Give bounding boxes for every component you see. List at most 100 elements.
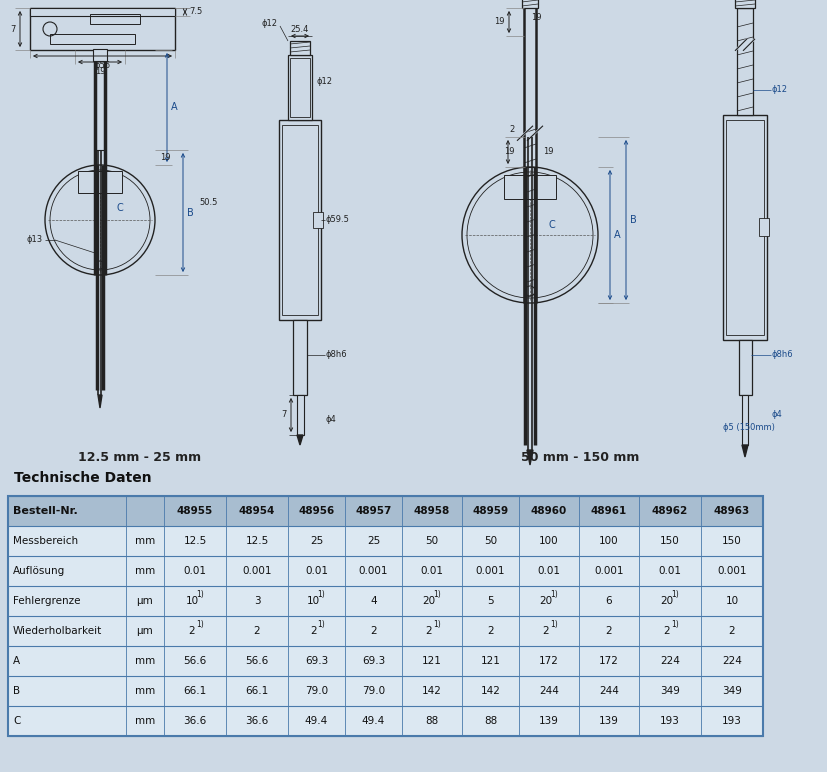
Text: Auflösung: Auflösung	[13, 566, 65, 576]
Text: A: A	[614, 230, 620, 240]
Text: 48959: 48959	[472, 506, 508, 516]
Ellipse shape	[94, 261, 106, 269]
Bar	[722, 115, 766, 340]
Text: A: A	[13, 656, 20, 666]
Text: 88: 88	[483, 716, 496, 726]
Text: 20: 20	[538, 596, 552, 606]
Text: 19: 19	[504, 147, 514, 157]
Text: 2: 2	[370, 626, 376, 636]
Text: 56.6: 56.6	[183, 656, 207, 666]
Text: 10: 10	[724, 596, 738, 606]
Text: μm: μm	[136, 596, 153, 606]
Circle shape	[45, 165, 155, 275]
Bar	[279, 120, 321, 320]
Text: 48963: 48963	[713, 506, 749, 516]
Text: 20: 20	[660, 596, 672, 606]
Text: mm: mm	[135, 536, 155, 546]
Text: B: B	[629, 215, 636, 225]
Bar	[758, 218, 768, 236]
Text: 12.5 mm - 25 mm: 12.5 mm - 25 mm	[79, 452, 201, 465]
Bar	[8, 616, 762, 646]
Text: mm: mm	[135, 566, 155, 576]
Text: ϕ8h6: ϕ8h6	[771, 350, 792, 360]
Text: 48960: 48960	[530, 506, 566, 516]
Text: B: B	[187, 208, 194, 218]
Text: C: C	[117, 203, 123, 213]
Text: 49.4: 49.4	[304, 716, 327, 726]
Text: Wiederholbarkeit: Wiederholbarkeit	[13, 626, 102, 636]
Text: 224: 224	[659, 656, 679, 666]
Text: 2: 2	[663, 626, 670, 636]
Bar	[8, 496, 762, 526]
Text: Messbereich: Messbereich	[13, 536, 78, 546]
Text: 25.4: 25.4	[290, 25, 308, 33]
Text: C: C	[548, 220, 555, 230]
Text: ϕ12: ϕ12	[261, 19, 278, 28]
Text: 193: 193	[659, 716, 679, 726]
Text: 142: 142	[480, 686, 500, 696]
Text: 6: 6	[605, 596, 612, 606]
Text: 150: 150	[659, 536, 679, 546]
Text: ϕ13: ϕ13	[26, 235, 43, 245]
Text: 48957: 48957	[355, 506, 391, 516]
Text: 48954: 48954	[238, 506, 275, 516]
Text: 100: 100	[538, 536, 558, 546]
Text: 121: 121	[422, 656, 442, 666]
Text: 10: 10	[307, 596, 320, 606]
Bar	[8, 706, 762, 736]
Bar	[734, 0, 754, 8]
Text: 2: 2	[310, 626, 317, 636]
Bar	[8, 586, 762, 616]
Text: 1): 1)	[318, 619, 325, 628]
Text: 50 mm - 150 mm: 50 mm - 150 mm	[520, 452, 638, 465]
Polygon shape	[297, 435, 303, 445]
Text: 3: 3	[253, 596, 260, 606]
Text: 56.6: 56.6	[245, 656, 268, 666]
Text: 19: 19	[494, 18, 504, 26]
Bar	[8, 526, 762, 556]
Bar	[8, 556, 762, 586]
Text: 48961: 48961	[590, 506, 626, 516]
Bar	[8, 496, 762, 736]
Text: 7: 7	[281, 411, 287, 419]
Circle shape	[461, 167, 597, 303]
Text: 36.6: 36.6	[245, 716, 268, 726]
Text: 79.0: 79.0	[304, 686, 327, 696]
Bar	[30, 8, 174, 16]
Bar	[736, 8, 752, 115]
Text: 36.6: 36.6	[183, 716, 207, 726]
Text: Fehlergrenze: Fehlergrenze	[13, 596, 80, 606]
Polygon shape	[741, 445, 747, 457]
Bar	[289, 58, 309, 117]
Text: 2: 2	[253, 626, 260, 636]
Text: 1): 1)	[196, 590, 203, 598]
Text: 0.01: 0.01	[184, 566, 206, 576]
Text: 25: 25	[366, 536, 380, 546]
Text: 50.5: 50.5	[198, 198, 218, 207]
Text: 19: 19	[160, 153, 170, 161]
Text: 0.001: 0.001	[358, 566, 388, 576]
Text: 2: 2	[728, 626, 734, 636]
Bar	[293, 320, 307, 395]
Text: 244: 244	[538, 686, 558, 696]
Text: 25: 25	[309, 536, 323, 546]
Text: 2: 2	[509, 124, 514, 134]
Text: ϕ56: ϕ56	[94, 61, 111, 70]
Text: 49.4: 49.4	[361, 716, 385, 726]
Text: 0.01: 0.01	[657, 566, 681, 576]
Text: 121: 121	[480, 656, 500, 666]
Text: 66.1: 66.1	[183, 686, 207, 696]
Text: 0.01: 0.01	[537, 566, 560, 576]
Text: A: A	[171, 103, 178, 113]
Text: ϕ5 (150mm): ϕ5 (150mm)	[722, 424, 774, 432]
Ellipse shape	[523, 286, 537, 296]
Bar	[30, 8, 174, 50]
Text: 4: 4	[370, 596, 376, 606]
Text: 48958: 48958	[414, 506, 450, 516]
Text: 19: 19	[530, 13, 541, 22]
Polygon shape	[526, 450, 533, 465]
Bar	[8, 676, 762, 706]
Text: 50: 50	[483, 536, 496, 546]
Text: 19: 19	[94, 67, 105, 76]
Text: 172: 172	[599, 656, 619, 666]
